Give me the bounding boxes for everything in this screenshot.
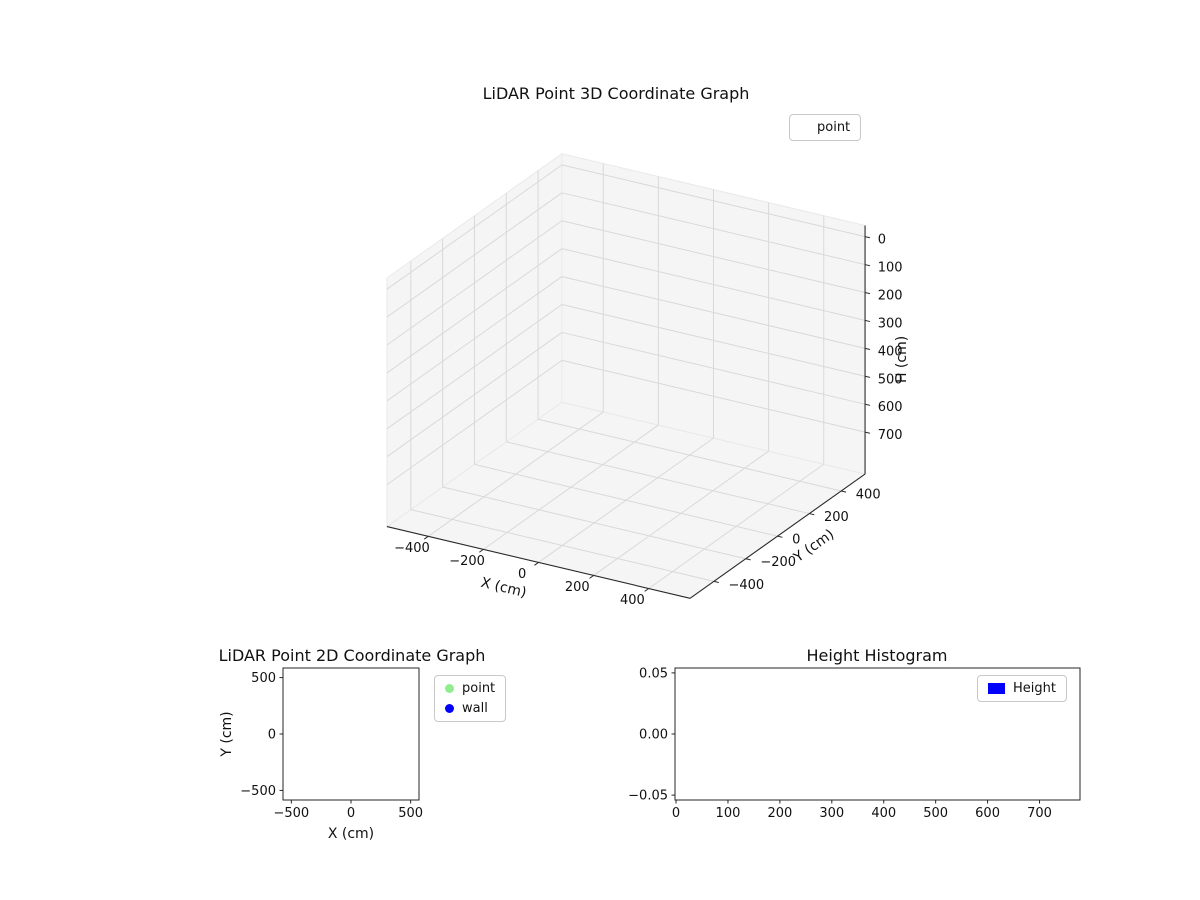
lidar-2d: −500 0 500 −500 0 500 X (cm) Y (cm) [219,667,423,842]
plot3d-grid [386,163,866,589]
legend-label-point: point [462,681,496,696]
tick-label: 0.05 [639,666,668,681]
tick-label: −200 [760,555,796,570]
lidar-2d-axes [282,667,420,801]
plot3d-legend: point [789,114,862,141]
tick-label: 200 [767,806,792,821]
tick-label: 300 [819,806,844,821]
hist-title: Height Histogram [806,646,948,665]
hist-legend: Height [977,675,1067,702]
tick-label: 0 [347,806,355,821]
tick-label: 500 [251,671,276,686]
plot2d-legend: point wall [434,675,507,722]
legend-entry-height: Height [988,681,1056,696]
tick-label: 100 [878,261,903,276]
tick-label: −400 [394,541,430,556]
legend-label-point: point [817,120,851,135]
x-axis-label: X (cm) [328,826,374,842]
tick-label: 200 [878,288,903,303]
y-axis-label: Y (cm) [219,711,235,757]
tick-label: 600 [975,806,1000,821]
tick-label: 700 [1027,806,1052,821]
tick-label: 500 [398,806,423,821]
tick-label: 400 [878,344,903,359]
height-marker-icon [988,683,1005,694]
tick-label: 700 [878,428,903,443]
plot3d-ticks: −400 −200 0 200 400 −400 −200 0 200 400 0 100 200 300… [394,233,902,608]
tick-label: 500 [923,806,948,821]
tick-label: 0 [878,233,886,248]
point-marker-icon [800,123,809,132]
z-axis-label: H (cm) [894,336,910,383]
tick-label: 600 [878,400,903,415]
tick-label: 200 [565,580,590,595]
point-marker-icon [445,684,454,693]
legend-entry-wall: wall [445,701,495,716]
tick-label: −500 [273,806,309,821]
legend-label-height: Height [1013,681,1056,696]
tick-label: 500 [878,372,903,387]
height-histogram: 0 100 200 300 400 500 600 700 −0.05 0.00 0.05 [628,666,1081,821]
tick-label: 400 [856,487,881,502]
tick-label: 0 [792,533,800,548]
tick-label: 300 [878,316,903,331]
legend-entry-point: point [445,681,495,696]
tick-label: 400 [871,806,896,821]
plot3d-title: LiDAR Point 3D Coordinate Graph [482,84,750,103]
tick-label: 200 [824,510,849,525]
tick-label: −200 [449,554,485,569]
legend-label-wall: wall [462,701,488,716]
tick-label: −500 [240,784,276,799]
legend-entry-point: point [800,120,850,135]
tick-label: −400 [729,578,765,593]
tick-label: 0.00 [639,728,668,743]
tick-label: 0 [672,806,680,821]
tick-label: 0 [268,728,276,743]
plot2d-title: LiDAR Point 2D Coordinate Graph [218,646,486,665]
tick-label: 400 [620,593,645,608]
wall-marker-icon [445,704,454,713]
tick-label: 100 [716,806,741,821]
tick-label: −0.05 [628,789,668,804]
tick-label: 0 [518,567,526,582]
